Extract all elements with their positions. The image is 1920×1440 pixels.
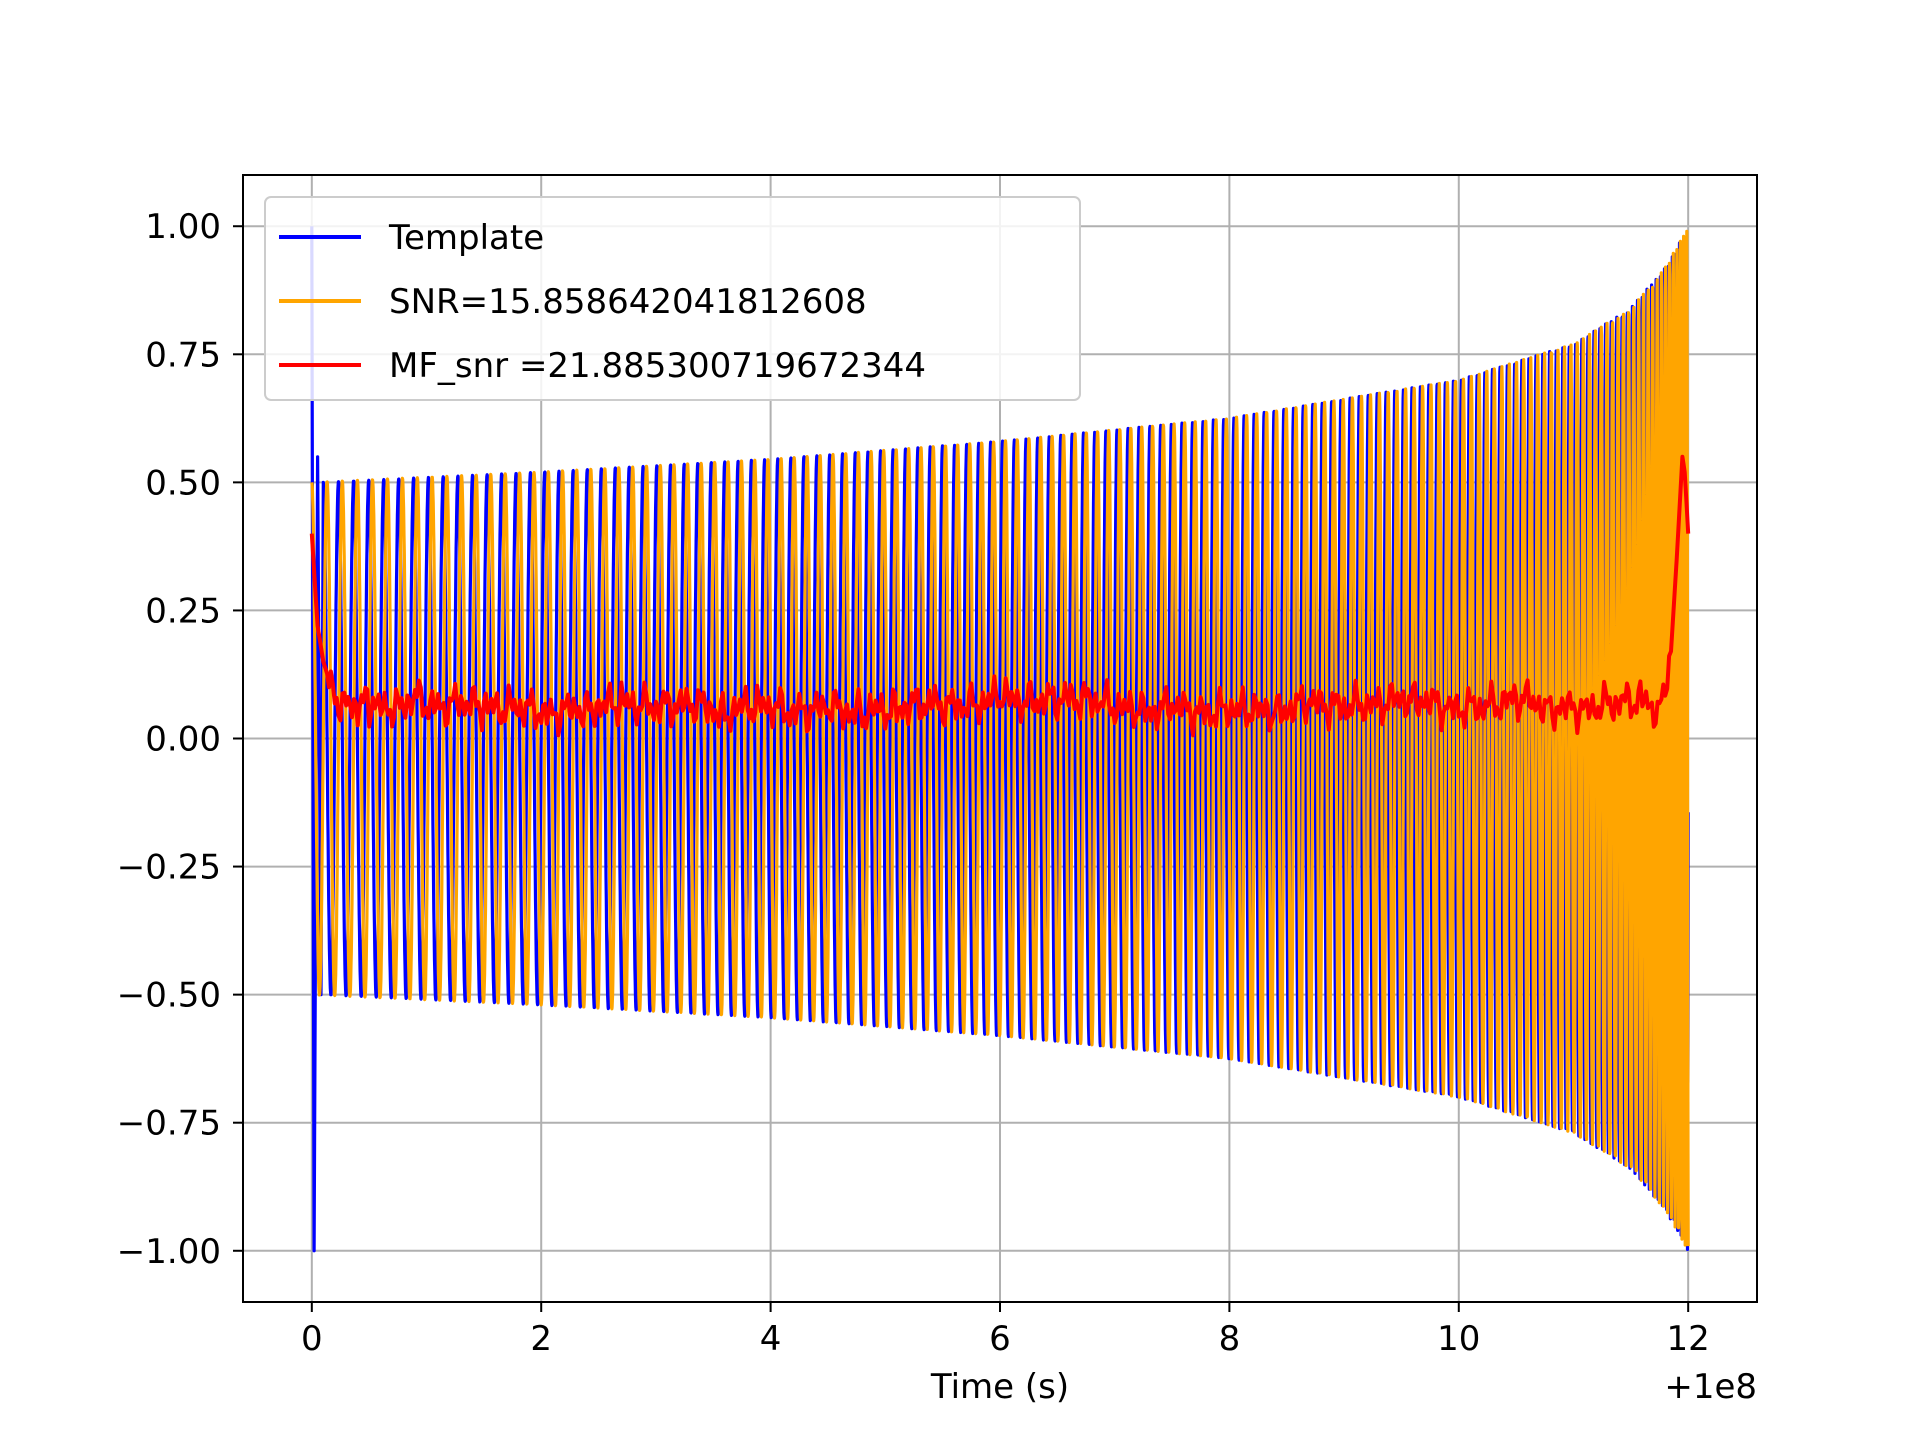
x-tick-label: 10 xyxy=(1437,1319,1480,1359)
series-line-1 xyxy=(310,229,1690,1247)
y-tick-label: 1.00 xyxy=(145,207,221,247)
legend-label: MF_snr =21.885300719672344 xyxy=(389,346,926,386)
x-tick-label: 6 xyxy=(989,1319,1011,1359)
series-lines xyxy=(309,226,1691,1253)
x-tick-label: 2 xyxy=(530,1319,552,1359)
legend: Template SNR=15.858642041812608 MF_snr =21… xyxy=(264,196,1081,401)
legend-box xyxy=(264,196,1081,401)
x-tick-label: 4 xyxy=(760,1319,782,1359)
y-tick-label: 0.25 xyxy=(145,591,221,631)
x-axis-offset-label: +1e8 xyxy=(1664,1367,1757,1407)
y-tick-label: 0.50 xyxy=(145,463,221,503)
x-tick-label: 12 xyxy=(1667,1319,1710,1359)
legend-label: SNR=15.858642041812608 xyxy=(389,282,867,322)
y-tick-label: −0.75 xyxy=(117,1104,221,1144)
series-line-2 xyxy=(309,454,1691,738)
y-tick-label: −0.50 xyxy=(117,976,221,1016)
y-tick-label: −1.00 xyxy=(117,1232,221,1272)
y-tick-label: −0.25 xyxy=(117,848,221,888)
axes: 0 2 4 6 8 10 12 1.00 0.75 0.50 0.25 0.00 −0.25 −0.50 −… xyxy=(117,174,1758,1359)
legend-label: Template xyxy=(388,218,544,258)
x-tick-label: 8 xyxy=(1219,1319,1241,1359)
y-tick-label: 0.00 xyxy=(145,720,221,760)
x-axis-label: Time (s) xyxy=(930,1367,1069,1407)
y-tick-label: 0.75 xyxy=(145,335,221,375)
x-tick-label: 0 xyxy=(301,1319,323,1359)
